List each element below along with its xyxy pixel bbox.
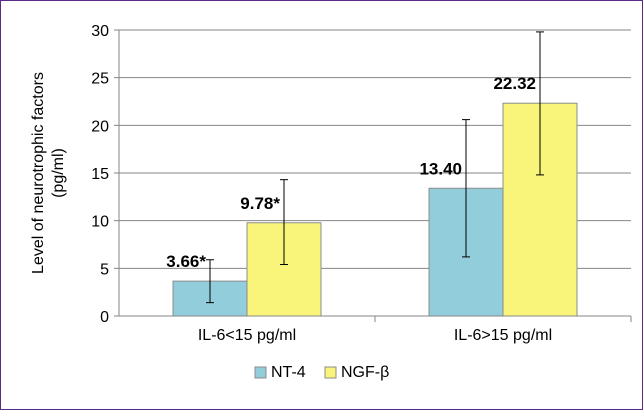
y-tick-label: 30	[91, 23, 109, 40]
y-axis-title-line: Level of neurotrophic factors	[30, 72, 47, 274]
data-label: 3.66*	[166, 252, 206, 271]
y-tick-label: 0	[100, 309, 109, 326]
error-bars-layer	[206, 31, 544, 304]
y-tick-label: 10	[91, 214, 109, 231]
data-label: 9.78*	[240, 194, 280, 213]
legend-swatch	[254, 366, 267, 379]
data-label: 13.40	[419, 159, 462, 178]
y-tick-label: 15	[91, 166, 109, 183]
y-tick-label: 5	[100, 261, 109, 278]
legend-label: NGF-β	[341, 364, 389, 381]
data-labels-layer: 3.66* 9.78* 13.40 22.32	[166, 74, 536, 271]
x-category-label: IL-6>15 pg/ml	[454, 327, 552, 344]
axis-layer: 0 5 10 15 20 25 30 IL-6<15 pg/ml IL-6>15 pg/ml	[91, 23, 632, 344]
x-category-label: IL-6<15 pg/ml	[198, 327, 296, 344]
data-label: 22.32	[493, 74, 536, 93]
legend: NT-4 NGF-β	[254, 364, 389, 381]
legend-swatch	[324, 366, 337, 379]
y-axis-title-line: (pg/ml)	[50, 148, 67, 198]
y-axis-title: Level of neurotrophic factors (pg/ml)	[30, 72, 67, 274]
y-tick-label: 25	[91, 71, 109, 88]
legend-label: NT-4	[271, 364, 306, 381]
y-tick-label: 20	[91, 118, 109, 135]
bars-layer	[172, 102, 578, 317]
